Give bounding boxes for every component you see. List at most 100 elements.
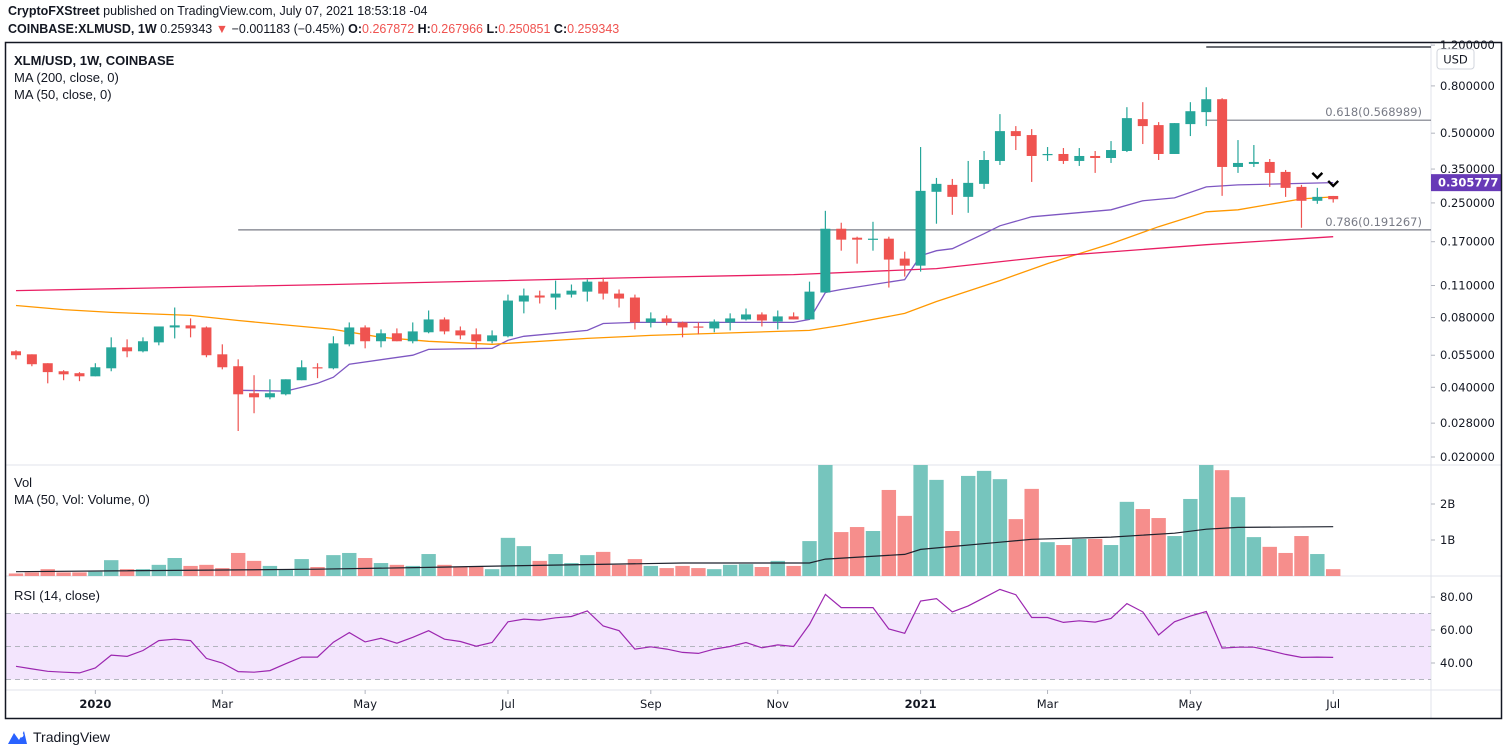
candle-body [264,393,275,398]
volume-bar [1072,538,1087,576]
volume-bar [357,558,373,576]
price-tick-label: 0.055000 [1440,348,1495,362]
candle [11,350,21,360]
volume-bar [722,564,738,576]
chevron-down-icon [1327,180,1340,188]
ma_50-line [15,196,1334,345]
volume-bar [961,475,976,576]
candle [1090,150,1101,173]
volume-bar [1119,501,1135,576]
volume-bar [72,572,87,576]
volume-bar [167,558,182,576]
candle [407,322,418,344]
volume-bar [119,569,135,576]
volume-bar [24,572,40,576]
candle-body [1074,155,1085,161]
candle-body [360,327,371,342]
candle-body [423,319,434,333]
candle [1169,123,1180,154]
candle [264,379,275,400]
volume-bar [1183,498,1198,576]
candle [1201,87,1212,127]
volume-bar [1278,552,1293,576]
volume-bar [913,465,928,576]
markers [1311,172,1340,188]
footer-brand[interactable]: TradingView [33,729,111,745]
volume-bar [580,555,595,576]
time-tick-label: 2020 [79,697,111,711]
volume-bar [310,567,325,576]
volume-bar [929,479,944,576]
volume-bar [643,565,658,576]
candle [296,360,307,381]
candle [867,221,878,251]
legend-ma200[interactable]: MA (200, close, 0) [14,70,119,85]
last-price: 0.259343 [160,22,213,36]
candle [344,322,355,347]
candle-body [883,238,894,260]
candle [741,308,752,321]
candle [947,178,958,215]
candle [931,177,942,224]
candle [963,160,974,213]
fib-levels[interactable]: 0.618(0.568989) 0.786(0.191267) [238,46,1431,231]
candle [883,236,894,288]
close-value: 0.259343 [567,22,620,36]
candle [534,290,545,304]
candle [1312,187,1323,204]
volume-bar [246,560,262,576]
legend-rsi[interactable]: RSI (14, close) [14,588,100,603]
chart-frame [4,41,1503,720]
time-tick-label: May [353,697,377,711]
candle-body [153,326,164,343]
candle-body [455,330,466,336]
volume-bar [294,559,309,576]
volume-bar [135,569,151,576]
candle-body [74,373,85,377]
candle [1106,141,1117,163]
currency-label: USD [1443,53,1468,67]
volume-bar [754,567,770,576]
candle [1264,159,1275,187]
candle-body [1169,123,1180,154]
candle [518,288,529,314]
candle-body [741,314,752,320]
legend-ma50[interactable]: MA (50, close, 0) [14,87,112,102]
volume-bar [818,465,833,576]
candle-body [122,347,133,352]
close-label: C: [553,22,568,36]
currency-badge[interactable] [1436,48,1475,70]
candle-body [1153,125,1164,154]
volume-bar [373,563,389,576]
rsi-line [15,588,1334,674]
volume-bar [849,527,865,576]
volume-bar [326,555,341,576]
time-axis[interactable]: 2020 Mar May Jul Sep Nov 2021 Mar May Jul [79,690,1340,711]
volume-bar [183,565,198,576]
volume-bar [770,560,785,576]
candle-body [677,322,688,328]
volume-bar [611,564,627,576]
candle-body [693,326,704,328]
legend-vol-ma[interactable]: MA (50, Vol: Volume, 0) [14,492,150,507]
volume-bar [516,546,532,576]
tradingview-logo-icon [8,731,27,744]
publish-info: CryptoFXStreet published on TradingView.… [8,4,427,18]
candle-body [772,316,783,322]
ma_200-line [15,236,1334,292]
candle [153,326,164,346]
candle [709,319,720,333]
volume-bar [1294,536,1309,576]
candle [90,363,101,377]
price-axis[interactable]: 1.2000000.8000000.5000000.3500000.250000… [1431,38,1495,464]
publisher-name[interactable]: CryptoFXStreet [8,4,100,18]
legend-vol[interactable]: Vol [14,475,32,490]
candle-body [725,318,736,323]
price-tick-label: 0.020000 [1440,450,1495,464]
legend-title[interactable]: XLM/USD, 1W, COINBASE [14,53,175,68]
volume-bar [104,560,119,576]
candle-body [1280,171,1291,188]
candle-body [788,316,799,320]
candle-body [915,190,926,266]
